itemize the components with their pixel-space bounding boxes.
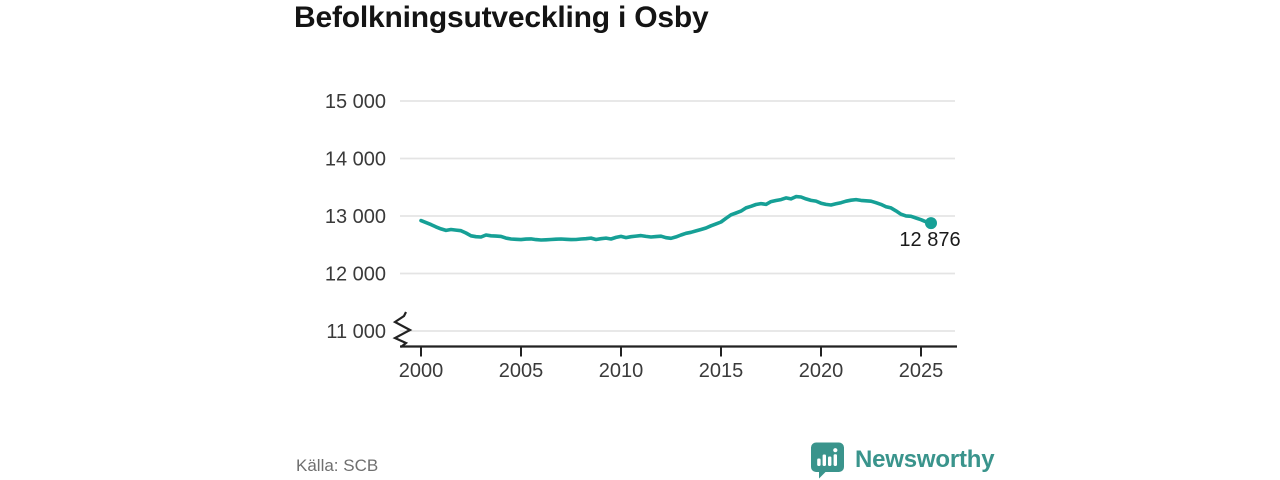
newsworthy-bubble-chart-icon	[811, 442, 844, 479]
axis-break-icon	[392, 311, 413, 348]
series-line	[419, 194, 933, 242]
y-tick-label: 11 000	[326, 321, 386, 343]
x-tick-label: 2000	[399, 360, 444, 382]
end-point-dot	[925, 217, 937, 230]
x-tick-label: 2025	[899, 360, 944, 382]
y-tick-label: 14 000	[325, 149, 386, 171]
y-tick-label: 13 000	[325, 206, 386, 228]
page-title: Befolkningsutveckling i Osby	[294, 1, 709, 34]
y-tick-label: 15 000	[325, 91, 386, 113]
end-value-label: 12 876	[899, 229, 960, 251]
x-tick-label: 2020	[799, 360, 844, 382]
x-tick-label: 2015	[699, 360, 744, 382]
x-tick-label: 2010	[599, 360, 644, 382]
x-tick-label: 2005	[499, 360, 544, 382]
newsworthy-logo: Newsworthy	[809, 441, 995, 479]
brand-name: Newsworthy	[855, 446, 995, 473]
source-label: Källa: SCB	[296, 456, 379, 475]
y-tick-label: 12 000	[325, 264, 386, 286]
